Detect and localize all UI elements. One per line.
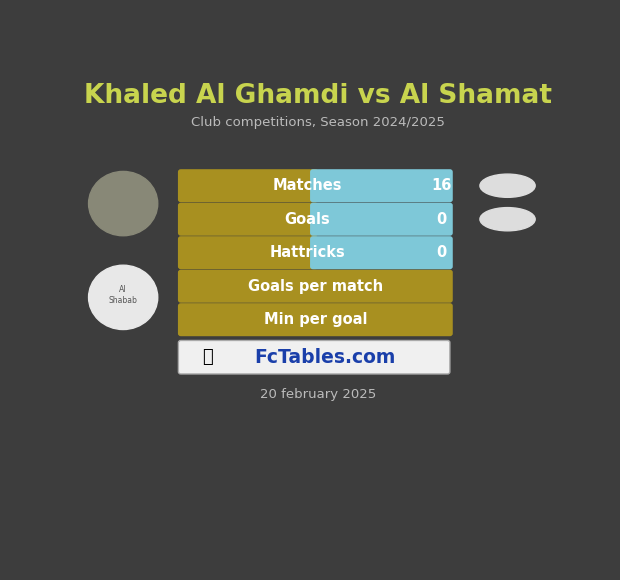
Text: Khaled Al Ghamdi vs Al Shamat: Khaled Al Ghamdi vs Al Shamat: [84, 84, 552, 110]
Text: Goals: Goals: [285, 212, 330, 227]
Text: Hattricks: Hattricks: [270, 245, 345, 260]
Text: Goals per match: Goals per match: [248, 279, 383, 293]
Text: Matches: Matches: [273, 178, 342, 193]
Circle shape: [89, 172, 157, 235]
Text: 0: 0: [436, 212, 446, 227]
Text: FcTables.com: FcTables.com: [254, 348, 396, 367]
FancyBboxPatch shape: [178, 303, 453, 336]
FancyBboxPatch shape: [310, 236, 453, 269]
FancyBboxPatch shape: [178, 270, 453, 303]
FancyBboxPatch shape: [179, 340, 450, 374]
Text: 16: 16: [431, 178, 451, 193]
Text: 📊: 📊: [202, 348, 213, 366]
FancyBboxPatch shape: [178, 169, 318, 202]
Circle shape: [89, 265, 157, 329]
FancyBboxPatch shape: [310, 202, 453, 235]
FancyBboxPatch shape: [178, 202, 318, 235]
Ellipse shape: [480, 174, 535, 197]
Text: Al
Shabab: Al Shabab: [108, 285, 138, 305]
Ellipse shape: [480, 208, 535, 231]
Text: Club competitions, Season 2024/2025: Club competitions, Season 2024/2025: [191, 116, 445, 129]
FancyBboxPatch shape: [310, 169, 453, 202]
Text: 0: 0: [436, 245, 446, 260]
Text: 20 february 2025: 20 february 2025: [260, 388, 376, 401]
Text: Min per goal: Min per goal: [264, 312, 367, 327]
FancyBboxPatch shape: [178, 236, 318, 269]
